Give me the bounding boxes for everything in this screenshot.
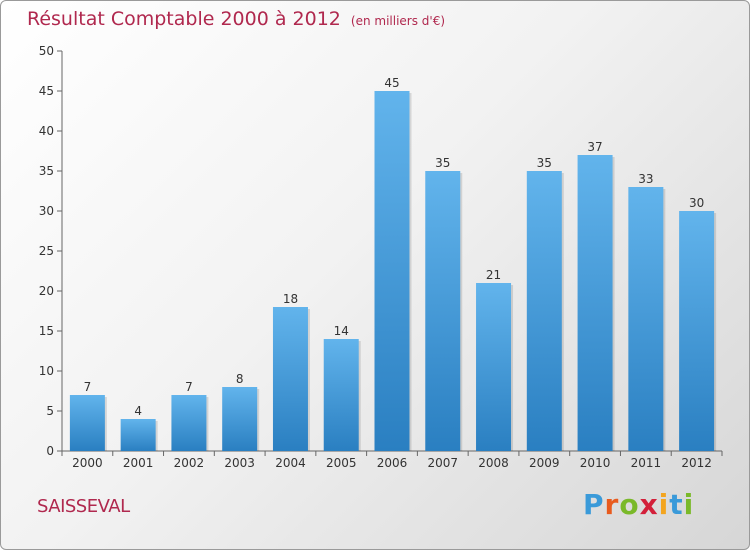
x-tick-label: 2009: [529, 456, 560, 470]
logo-letter: i: [683, 488, 695, 521]
x-tick-label: 2010: [580, 456, 611, 470]
data-label: 7: [185, 380, 193, 394]
x-tick-label: 2011: [631, 456, 662, 470]
y-tick-label: 10: [39, 364, 54, 378]
logo-letter: i: [658, 488, 670, 521]
x-tick-label: 2000: [72, 456, 103, 470]
subtitle-text: (en milliers d'€): [350, 14, 446, 28]
bar-2006: [374, 91, 410, 451]
bar-2011: [628, 187, 664, 451]
y-tick-label: 45: [39, 84, 54, 98]
data-label: 35: [537, 156, 552, 170]
data-label: 33: [638, 172, 653, 186]
bar-2002: [171, 395, 207, 451]
y-tick-label: 35: [39, 164, 54, 178]
title-text: Résultat Comptable 2000 à 2012: [27, 8, 341, 30]
x-tick-label: 2005: [326, 456, 357, 470]
logo-letter: r: [604, 488, 620, 521]
x-tick-label: 2007: [427, 456, 458, 470]
data-label: 18: [283, 292, 298, 306]
x-tick-label: 2006: [377, 456, 408, 470]
logo-letter: t: [669, 488, 684, 521]
bar-2001: [120, 419, 156, 451]
x-tick-label: 2001: [123, 456, 154, 470]
x-tick-label: 2012: [681, 456, 712, 470]
bar-2000: [69, 395, 105, 451]
y-tick-label: 50: [39, 44, 54, 58]
bar-2003: [222, 387, 258, 451]
data-label: 8: [236, 372, 244, 386]
logo-letter: P: [583, 488, 605, 521]
x-tick-label: 2004: [275, 456, 306, 470]
data-labels: 7 4 7 8 18 14 45 35 21 35 37 33 30: [84, 76, 705, 418]
commune-name: SAISSEVAL: [37, 496, 130, 517]
logo-letter: o: [619, 488, 640, 521]
bar-2010: [577, 155, 613, 451]
data-label: 21: [486, 268, 501, 282]
data-label: 14: [334, 324, 349, 338]
data-label: 4: [134, 404, 142, 418]
y-tick-label: 0: [46, 444, 54, 458]
x-tick-label: 2008: [478, 456, 509, 470]
y-tick-label: 30: [39, 204, 54, 218]
y-tick-label: 5: [46, 404, 54, 418]
data-label: 7: [84, 380, 92, 394]
bar-2004: [272, 307, 308, 451]
bar-2008: [476, 283, 512, 451]
chart-title: Résultat Comptable 2000 à 2012 (en millie…: [27, 8, 445, 30]
logo-letter: x: [639, 488, 659, 521]
bar-2012: [679, 211, 715, 451]
bar-2005: [323, 339, 359, 451]
data-label: 35: [435, 156, 450, 170]
y-tick-label: 20: [39, 284, 54, 298]
data-label: 30: [689, 196, 704, 210]
proxiti-logo: Proxiti: [583, 488, 694, 521]
x-tick-label: 2002: [174, 456, 205, 470]
bars: [69, 91, 717, 451]
bar-2009: [526, 171, 562, 451]
x-tick-label: 2003: [224, 456, 255, 470]
data-label: 45: [384, 76, 399, 90]
y-tick-label: 40: [39, 124, 54, 138]
bar-2007: [425, 171, 461, 451]
data-label: 37: [587, 140, 602, 154]
y-tick-label: 25: [39, 244, 54, 258]
y-tick-label: 15: [39, 324, 54, 338]
